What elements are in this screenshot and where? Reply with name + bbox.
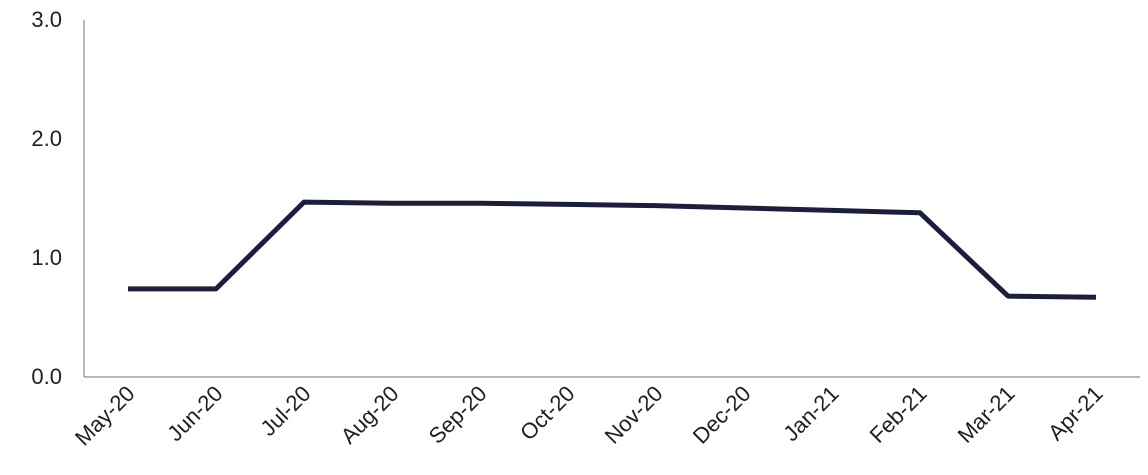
x-axis-tick-labels: May-20 Jun-20 Jul-20 Aug-20 Sep-20 Oct-20 Nov-… <box>70 381 1108 451</box>
x-tick-label: Apr-21 <box>1043 381 1107 445</box>
x-tick-label: Jan-21 <box>778 381 843 446</box>
x-tick-label: May-20 <box>70 381 140 451</box>
y-tick-label: 0.0 <box>31 364 62 389</box>
x-tick-label: Oct-20 <box>515 381 579 445</box>
x-tick-label: Jun-20 <box>162 381 227 446</box>
series-layer <box>128 199 1097 300</box>
y-tick-label: 1.0 <box>31 245 62 270</box>
x-tick-label: Mar-21 <box>953 381 1020 448</box>
x-tick-label: Sep-20 <box>424 381 492 449</box>
x-tick-label: Feb-21 <box>865 381 932 448</box>
y-tick-label: 2.0 <box>31 126 62 151</box>
y-tick-label: 3.0 <box>31 7 62 32</box>
x-tick-label: Dec-20 <box>688 381 756 449</box>
x-tick-label: Nov-20 <box>600 381 668 449</box>
series-line <box>128 199 1097 300</box>
y-axis-tick-labels: 0.0 1.0 2.0 3.0 <box>31 7 62 389</box>
x-tick-label: Jul-20 <box>255 381 315 441</box>
x-tick-label: Aug-20 <box>336 381 404 449</box>
